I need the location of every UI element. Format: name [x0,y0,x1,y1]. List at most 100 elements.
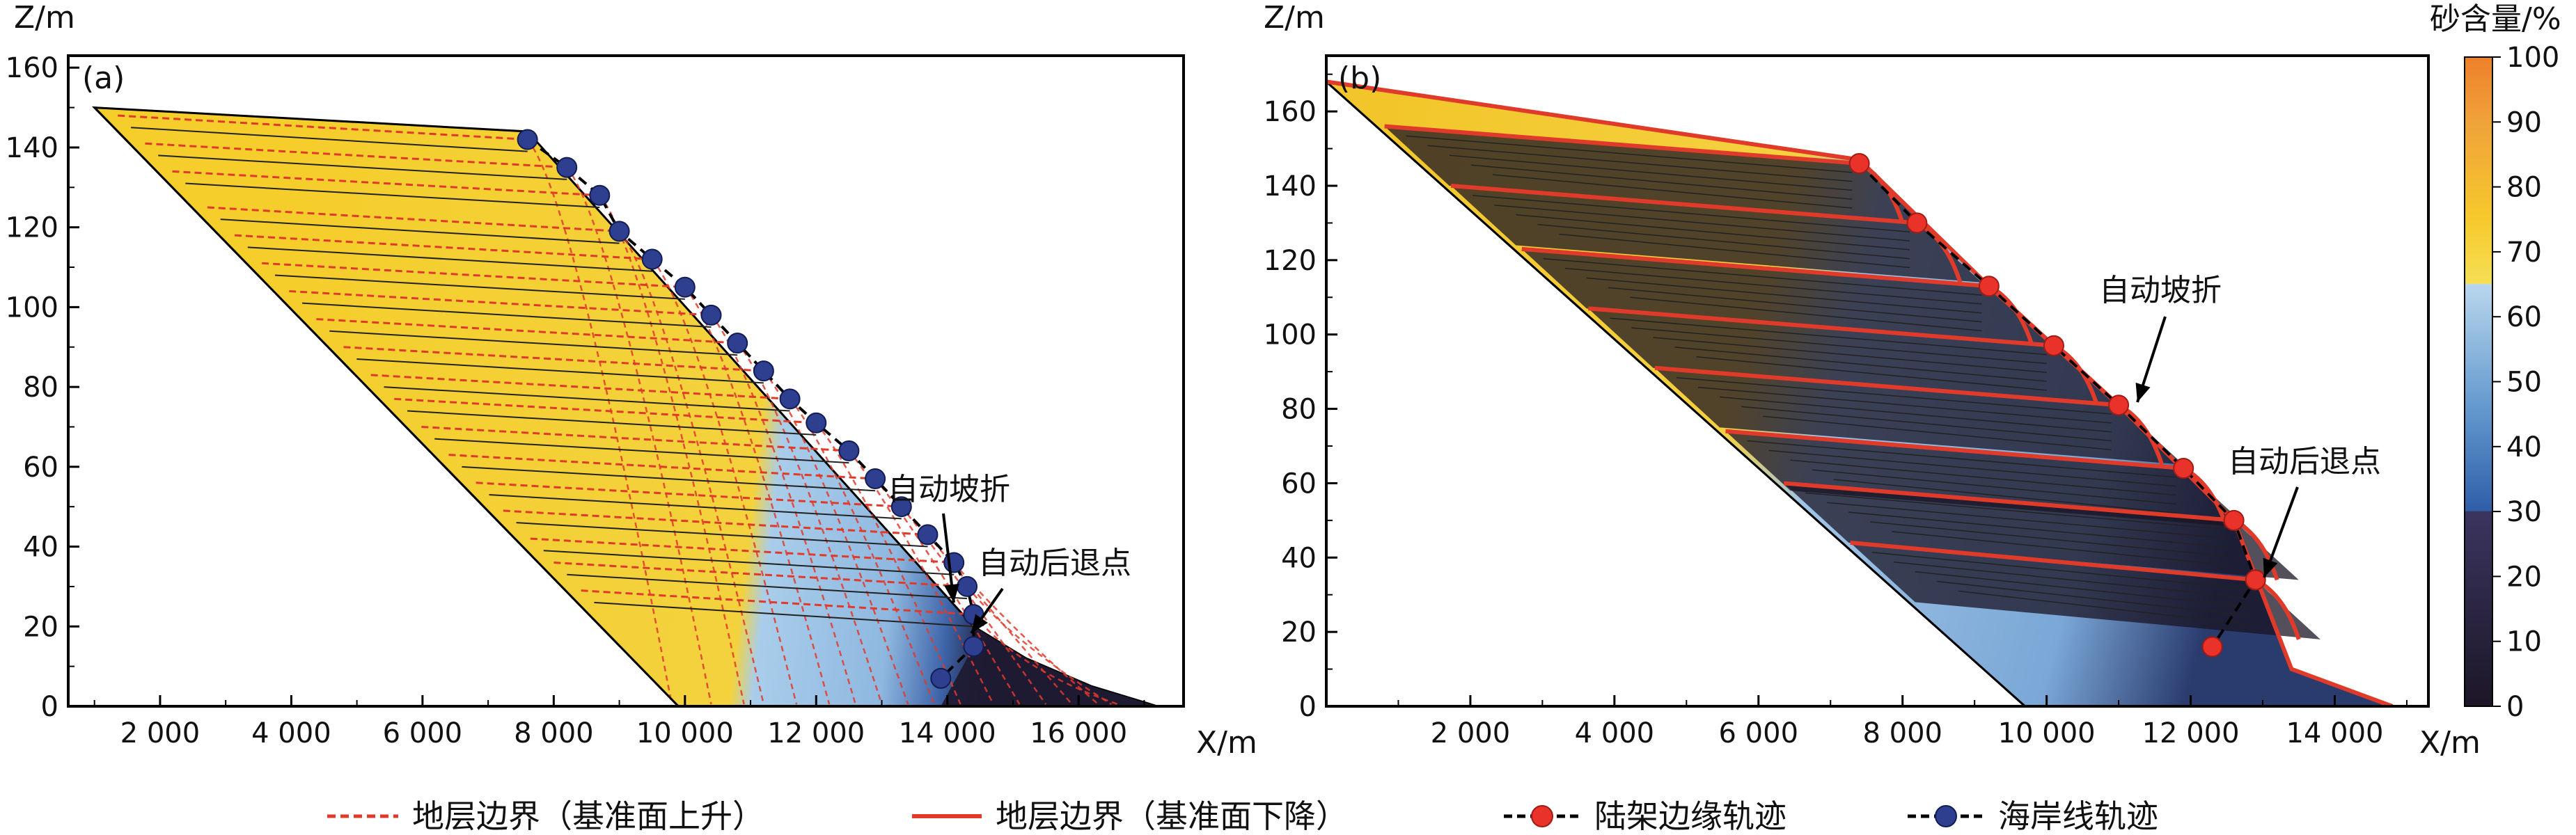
panel-a-strata-line [567,573,968,600]
panel-b-strata-line [1559,233,1910,269]
panel-a: 2 000 4 000 6 000 8 000 10 000 12 000 14 000 16… [6,0,1257,761]
panel-a-boundary-rise [421,425,849,452]
panel-b-xtick-label: 8 000 [1862,717,1942,749]
panel-b-shelf-edge-marker [1978,276,2000,297]
panel-a-boundary-rise [207,206,620,232]
legend-label-shoreline: 海岸线轨迹 [1998,797,2158,835]
panel-a-shoreline-marker [674,276,696,298]
panel-a-foreset-line [684,286,831,705]
panel-b-shelf-edge-marker [2043,335,2064,356]
panel-a-strata-line [247,246,652,272]
panel-a-shoreline-markers [517,129,984,689]
panel-a-boundary-rise [503,509,928,536]
panel-b-strata-line [1516,214,1910,250]
panel-b-ytick-label: 20 [1281,617,1317,649]
panel-b-strata-line [1805,492,2227,530]
panel-a-shoreline-marker [727,333,748,354]
legend-item-shoreline: 海岸线轨迹 [1908,797,2158,835]
panel-a-strata-line [220,218,620,244]
panel-b-strata-line [1892,531,2227,566]
panel-b-strata-line [1696,356,2047,391]
panel-b-strata-line [1871,552,2249,589]
panel-b-dark-band [1654,367,2184,465]
panel-b-plot-area [1326,79,2394,706]
panel-a-annotation-auto-slope-break: 自动坡折 [888,472,1010,507]
colorbar-tick-label: 10 [2506,626,2542,658]
panel-b-xtick-label: 10 000 [1998,717,2096,749]
panel-b-strata-line [1768,450,2176,487]
panel-b-arrow-slope-break-head [2135,382,2151,402]
panel-a-boundary-rise [289,289,712,317]
panel-b-strata-line [1848,511,2227,548]
panel-b-strata-line [1674,347,2047,382]
panel-b-shelf-edge-marker [1848,152,1870,174]
panel-a-ytick-label: 0 [41,691,58,723]
panel-a-boundary-rise [448,454,876,480]
panel-b-strata-line [1543,257,1982,296]
panel-a-strata-line [434,438,849,464]
panel-b-ytick-label: 160 [1264,96,1317,128]
panel-a-plot-area [91,106,1158,706]
panel-b-ytick-label: 140 [1264,170,1317,202]
panel-b-strata-line [1719,396,2112,433]
colorbar-tick-label: 80 [2506,172,2542,204]
panel-b-strata-line [1631,327,2047,365]
panel-b-strata-line [1449,154,1853,191]
panel-a-foreset-line [737,342,883,705]
panel-a-boundary-rise [262,262,685,289]
legend-label-rise: 地层边界（基准面上升） [412,797,764,835]
panel-b-annotation-auto-slope-break: 自动坡折 [2099,273,2222,308]
panel-b-xtick-label: 2 000 [1431,717,1511,749]
panel-a-shoreline-marker [963,635,984,657]
panel-a-ytick-label: 60 [23,452,58,484]
panel-b-strata-line [1697,386,2112,424]
panel-b-dark-band [1784,483,2299,580]
panel-a-foreset-line [762,370,909,705]
legend-label-fall: 地层边界（基准面下降） [996,797,1348,835]
panel-a-shoreline-marker [700,304,722,326]
panel-b-xtick-label: 14 000 [2286,717,2384,749]
panel-a-strata-line [462,466,876,492]
legend-item-shelf-edge: 陆架边缘轨迹 [1504,797,1786,835]
panel-a-foreset-line [900,506,1047,705]
panel-a-shoreline-marker [517,129,538,150]
panel-a-ytick-label: 100 [6,292,58,324]
panel-a-xtick-label: 14 000 [899,717,996,749]
legend-label-shelf-edge: 陆架边缘轨迹 [1594,797,1786,835]
panel-b-shelf-edge-marker [2245,569,2266,591]
panel-a-strata-line [131,127,528,152]
panel-b-strata-line [1870,521,2227,557]
panel-a-boundary-rise [234,234,652,261]
panel-b-strata-line [1472,195,1910,232]
panel-b-strata-line [1427,145,1853,182]
panel-a-foreset-line [710,315,857,705]
panel-b-dark-band [1725,431,2249,528]
panel-a-strata-line [594,601,974,628]
panel-b-strata-lines [1326,79,2394,706]
panel-b-strata-line [1653,337,2047,373]
panel-b-annotation-auto-retreat-point: 自动后退点 [2228,444,2381,479]
panel-b-shelf-edge-markers [1848,152,2266,658]
panel-a-strata-line [407,410,817,436]
panel-b: 2 000 4 000 6 000 8 000 10 000 12 000 14 000 0 2… [1264,0,2481,761]
panel-a-boundary-rise [530,537,955,564]
panel-b-ytick-label: 0 [1299,691,1317,723]
panel-a-shoreline-marker [779,388,801,410]
panel-a-foreset-line [526,138,673,705]
panel-b-dark-band [1521,248,2054,346]
panel-a-strata-line [185,182,600,208]
legend-item-fall: 地层边界（基准面下降） [912,797,1348,835]
panel-a-boundary-rise [316,318,738,344]
panel-b-strata-line [1915,571,2249,607]
panel-b-shelf-edge-marker [2173,458,2194,479]
panel-b-strata-line [1827,502,2227,539]
panel-b-strata-line [1741,406,2112,442]
panel-b-strata-line [1492,174,1853,209]
panel-a-ytick-label: 20 [23,611,58,643]
panel-a-basinal-dark-fill [941,626,1158,706]
colorbar-tick-label: 70 [2506,237,2542,269]
panel-b-shelf-edge-marker [2201,636,2223,658]
panel-b-dark-band [1451,186,1982,283]
panel-b-xtick-label: 4 000 [1575,717,1655,749]
panel-a-boundary-rise [581,589,974,616]
